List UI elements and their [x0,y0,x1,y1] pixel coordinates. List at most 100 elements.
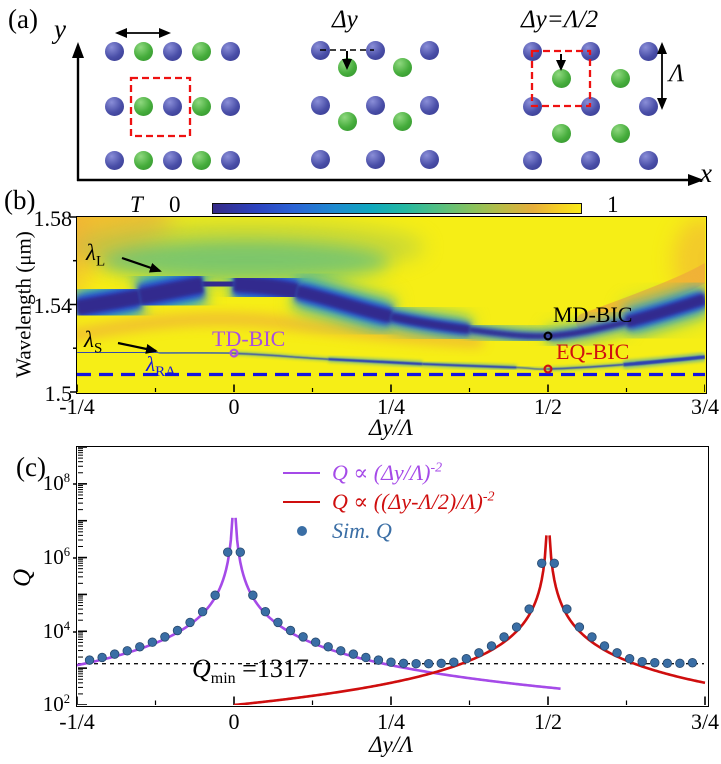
b-xtick-12: 1/2 [533,394,563,419]
sim-q-point [662,658,673,669]
td-bic-marker [229,348,239,358]
sim-q-point [373,655,384,665]
lattice-dot-blue [365,149,385,169]
b-xtick-m14: -1/4 [59,394,95,419]
sim-q-point [587,632,597,642]
lattice-dot-green [191,41,211,61]
lattice-dot-blue [310,95,330,115]
legend-entry-purple: Q ∝ (Δy/Λ)-2 [283,458,495,487]
lattice-dot-blue [220,150,240,170]
sim-q-point [449,657,459,667]
sim-q-point [336,646,346,656]
sim-q-point [624,654,635,664]
resonance-band-segment [625,294,705,328]
sim-q-point [549,558,559,568]
colorbar-title: T [130,192,143,217]
lattice-dot-blue [522,41,542,61]
c-xtick-34: 3/4 [690,709,720,734]
resonance-band-segment [158,352,235,354]
md-bic-annotation: MD-BIC [553,302,633,327]
legend-label: Sim. Q [332,517,392,543]
sim-q-point [122,646,132,656]
lattice-dot-green [133,41,153,61]
lattice-dot-blue [638,96,658,116]
sim-q-point [599,641,610,651]
c-ytick-1e4: 104 [42,619,70,643]
lambda-L-annotation: λL [86,240,106,270]
legend: Q ∝ (Δy/Λ)-2 Q ∝ ((Δy-Λ/2)/Λ)-2 Sim. Q [283,458,495,545]
panel-c-label: (c) [16,452,46,482]
resonance-band-segment [295,285,393,323]
c-ytick-1e8: 108 [42,471,70,495]
heatmap-shading [673,218,705,302]
sim-q-point [84,655,95,665]
sim-q-point [285,625,296,636]
lattice-dot-blue [522,150,542,170]
c-xtick-m14: -1/4 [59,709,95,734]
panel-c-ylabel: Q [9,568,36,588]
lattice-dot-green [551,68,571,88]
lattice-dot-blue [522,96,542,116]
red-line-swatch [283,500,320,503]
c-ytick-1e6: 106 [42,545,70,569]
resonance-band-segment [77,289,142,316]
sim-q-point [223,547,233,557]
resonance-band-segment [547,319,628,339]
lattice-dot-blue [104,41,124,61]
sim-q-point [687,658,698,668]
colorbar-min-label: 0 [169,192,181,217]
period-lambda-label: Λ [669,60,685,87]
sim-q-point [423,658,434,669]
lattice-dot-blue [104,150,124,170]
sim-q-point [185,617,195,628]
lattice-dot-green [191,150,211,170]
lattice-dot-blue [104,96,124,116]
lattice-dot-green [610,123,630,143]
purple-line-swatch [283,471,320,474]
lattice-dot-blue [419,40,439,60]
resonance-band-segment [469,327,549,339]
resonance-band-segment [422,362,517,369]
lattice-dot-green [392,111,412,131]
sim-q-point [486,641,497,651]
legend-entry-red: Q ∝ ((Δy-Λ/2)/Λ)-2 [283,487,495,516]
resonance-band-segment [201,274,235,293]
transmission-heatmap [77,217,705,392]
resonance-band-segment [390,312,470,334]
b-ytick-154: 1.54 [33,293,73,318]
sim-q-point [109,649,120,659]
sim-q-point [411,658,421,669]
eq-bic-annotation: EQ-BIC [556,339,630,364]
legend-label: Q ∝ (Δy/Λ)-2 [332,459,443,485]
x-axis-label: x [700,158,712,188]
q-factor-plot [77,447,706,705]
sim-q-point [637,656,647,667]
sim-q-point [348,649,359,659]
sim-q-point [474,648,484,658]
c-ytick-1e2: 102 [42,692,70,716]
resonance-band-segment [233,352,329,360]
b-xtick-34: 3/4 [690,394,720,419]
sim-dot-swatch [283,525,320,536]
lattice-dot-blue [310,149,330,169]
legend-entry-sim: Sim. Q [283,516,495,545]
lattice-dot-blue [162,41,182,61]
lambda-RA-annotation: λRA [146,352,176,381]
sim-q-point [147,637,158,647]
lattice-dot-blue [419,95,439,115]
sim-q-point [273,617,283,628]
sim-q-point [537,558,547,568]
lattice-dot-blue [638,41,658,61]
lattice-dot-green [133,96,153,116]
sim-q-point [612,648,622,658]
legend-label: Q ∝ ((Δy-Λ/2)/Λ)-2 [332,488,495,514]
c-xtick-14: 1/4 [376,709,406,734]
lattice-dot-green [392,57,412,77]
y-axis-label: y [54,14,66,44]
sim-q-point [197,606,208,617]
resonance-band-segment [328,357,423,366]
sim-q-point [248,590,258,600]
qmin-annotation: Qmin =1317 [192,654,309,688]
lattice-dot-blue [419,149,439,169]
lattice-dot-blue [220,41,240,61]
